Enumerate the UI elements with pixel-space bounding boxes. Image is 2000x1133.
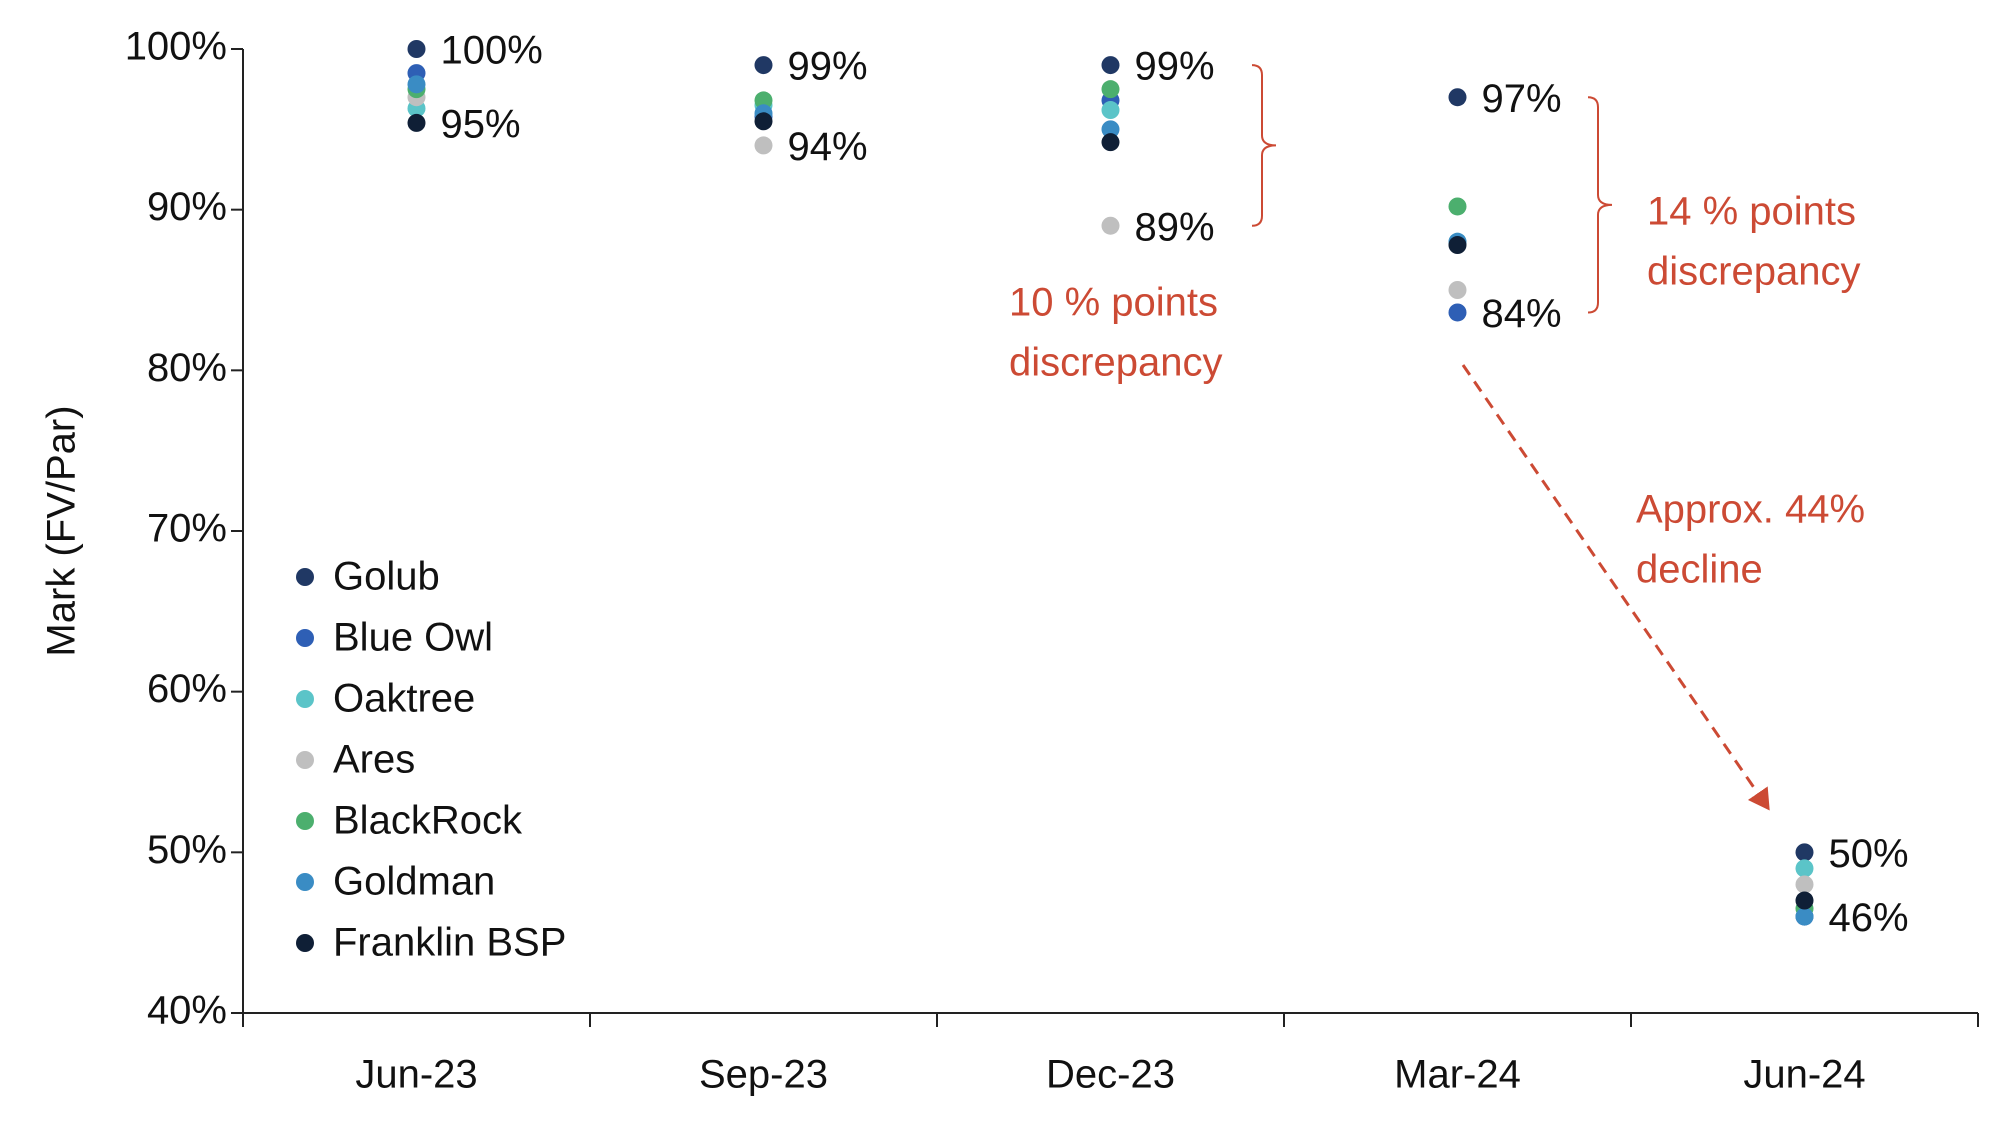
x-tick-label: Mar-24 bbox=[1394, 1053, 1521, 1097]
arrow bbox=[1461, 364, 1770, 811]
data-point bbox=[407, 113, 426, 132]
bracket bbox=[1587, 96, 1613, 314]
data-point bbox=[1101, 133, 1120, 152]
data-point bbox=[1795, 907, 1814, 926]
x-tick-label: Jun-23 bbox=[355, 1053, 477, 1097]
data-point bbox=[1448, 281, 1467, 299]
y-tick-label: 50% bbox=[147, 828, 227, 872]
data-point bbox=[1448, 236, 1467, 255]
data-point bbox=[1795, 843, 1814, 862]
data-point bbox=[407, 75, 426, 94]
bracket bbox=[1251, 64, 1277, 227]
data-point bbox=[754, 91, 773, 110]
data-point bbox=[1101, 216, 1120, 235]
y-tick-label: 60% bbox=[147, 667, 227, 711]
annotation: discrepancy bbox=[1647, 250, 1860, 294]
value-label: 100% bbox=[441, 29, 543, 73]
legend-label: Goldman bbox=[333, 860, 495, 904]
value-label: 95% bbox=[441, 102, 521, 146]
y-tick-label: 40% bbox=[147, 989, 227, 1033]
legend-swatch bbox=[296, 873, 314, 891]
legend-label: Golub bbox=[333, 555, 440, 599]
data-point bbox=[1795, 891, 1814, 910]
data-point bbox=[1448, 197, 1467, 216]
value-label: 89% bbox=[1135, 205, 1215, 249]
legend-label: BlackRock bbox=[333, 799, 523, 843]
annotation: decline bbox=[1636, 548, 1763, 592]
annotation: Approx. 44% bbox=[1636, 488, 1865, 532]
legend-label: Blue Owl bbox=[333, 616, 493, 660]
data-point bbox=[1795, 875, 1814, 894]
value-label: 94% bbox=[788, 125, 868, 169]
legend-swatch bbox=[296, 568, 314, 586]
data-point bbox=[407, 40, 426, 58]
x-tick-label: Dec-23 bbox=[1046, 1053, 1175, 1097]
annotation: 14 % points bbox=[1647, 190, 1856, 234]
data-point bbox=[754, 112, 773, 131]
y-tick-label: 100% bbox=[125, 25, 227, 69]
data-point bbox=[1795, 859, 1814, 878]
legend-swatch bbox=[296, 690, 314, 708]
value-label: 99% bbox=[1135, 45, 1215, 89]
value-label: 97% bbox=[1482, 77, 1562, 121]
annotation: 10 % points bbox=[1009, 281, 1218, 325]
annotation: discrepancy bbox=[1009, 341, 1222, 385]
x-tick-label: Sep-23 bbox=[699, 1053, 828, 1097]
data-point bbox=[1448, 303, 1467, 322]
legend-label: Oaktree bbox=[333, 677, 475, 721]
data-point bbox=[754, 136, 773, 155]
y-tick-label: 80% bbox=[147, 346, 227, 390]
legend-label: Franklin BSP bbox=[333, 921, 566, 965]
legend-swatch bbox=[296, 934, 314, 952]
value-label: 46% bbox=[1829, 896, 1909, 940]
data-point bbox=[1101, 101, 1120, 120]
legend-swatch bbox=[296, 629, 314, 647]
data-point bbox=[1101, 120, 1120, 139]
y-tick-label: 90% bbox=[147, 185, 227, 229]
legend-swatch bbox=[296, 812, 314, 830]
value-label: 50% bbox=[1829, 832, 1909, 876]
y-axis-title: Mark (FV/Par) bbox=[40, 405, 84, 656]
data-point bbox=[1101, 80, 1120, 99]
legend-label: Ares bbox=[333, 738, 415, 782]
x-tick-label: Jun-24 bbox=[1743, 1053, 1865, 1097]
data-point bbox=[1448, 88, 1467, 107]
y-tick-label: 70% bbox=[147, 507, 227, 551]
value-label: 99% bbox=[788, 45, 868, 89]
data-point bbox=[1101, 56, 1120, 75]
value-label: 84% bbox=[1482, 292, 1562, 336]
legend-swatch bbox=[296, 751, 314, 769]
data-point bbox=[754, 56, 773, 75]
